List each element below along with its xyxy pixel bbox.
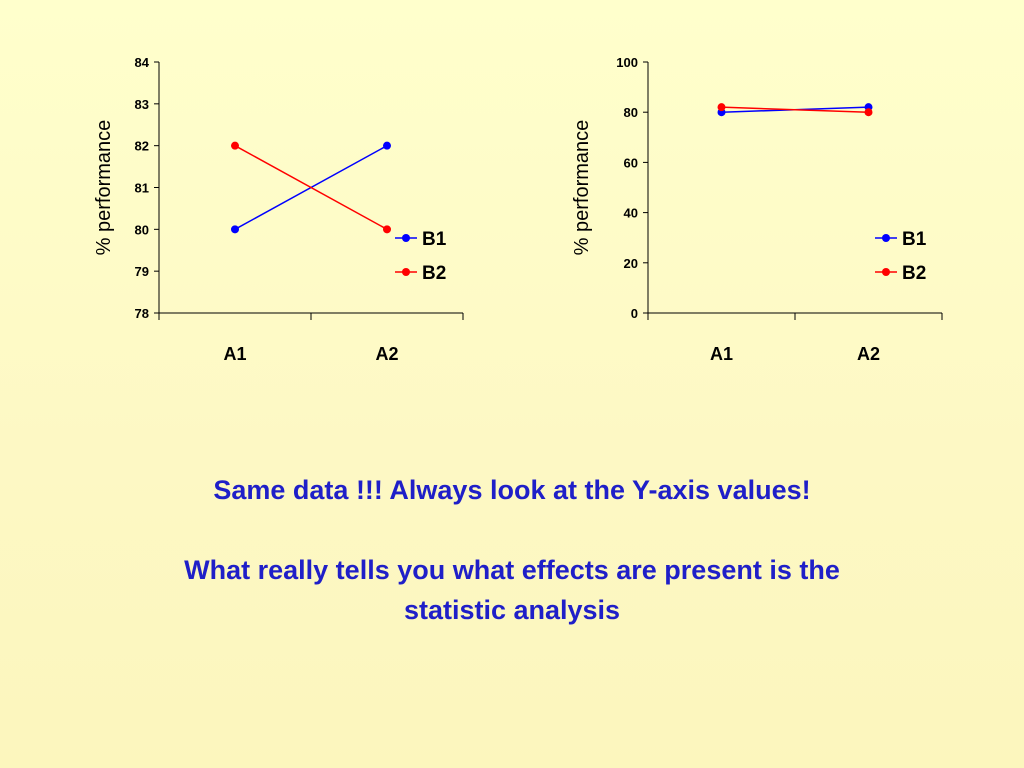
y-tick-label: 0: [631, 306, 638, 321]
caption-body-line-2: statistic analysis: [403, 595, 621, 625]
legend-label-b2: B2: [902, 263, 926, 284]
y-tick-label: 79: [135, 264, 149, 279]
y-tick-label: 80: [624, 105, 638, 120]
x-category-label: A1: [223, 344, 246, 364]
data-point-b2: [231, 141, 239, 150]
series-line-b2: [234, 145, 388, 230]
y-tick-label: 60: [624, 155, 638, 170]
legend-swatch-marker: [882, 234, 890, 242]
x-category-label: A2: [857, 344, 880, 364]
caption-body-line-1: What really tells you what effects are p…: [184, 555, 840, 585]
y-tick-label: 78: [135, 306, 149, 321]
x-category-label: A2: [375, 344, 398, 364]
y-tick-label: 20: [624, 256, 638, 271]
y-tick-label: 82: [135, 139, 149, 154]
legend-swatch-marker: [882, 268, 890, 276]
legend-swatch-marker: [402, 234, 410, 242]
y-tick-label: 40: [624, 206, 638, 221]
y-axis-title: % performance: [93, 120, 115, 256]
caption-headline: Same data !!! Always look at the Y-axis …: [213, 475, 811, 505]
data-point-b2: [717, 103, 726, 112]
data-point-b2: [383, 225, 391, 234]
legend-label-b1: B1: [422, 229, 447, 250]
series-line-b2: [721, 106, 869, 113]
legend-label-b1: B1: [902, 229, 927, 250]
y-tick-label: 80: [135, 222, 149, 237]
data-point-b2: [864, 108, 873, 117]
y-axis-title: % performance: [571, 120, 593, 256]
data-point-b1: [383, 141, 391, 150]
legend-swatch-marker: [402, 268, 410, 276]
y-tick-label: 83: [135, 97, 149, 112]
y-tick-label: 81: [135, 181, 149, 196]
data-point-b1: [231, 225, 239, 234]
y-tick-label: 100: [616, 55, 638, 70]
y-tick-label: 84: [135, 55, 150, 70]
x-category-label: A1: [710, 344, 733, 364]
legend-label-b2: B2: [422, 263, 446, 284]
